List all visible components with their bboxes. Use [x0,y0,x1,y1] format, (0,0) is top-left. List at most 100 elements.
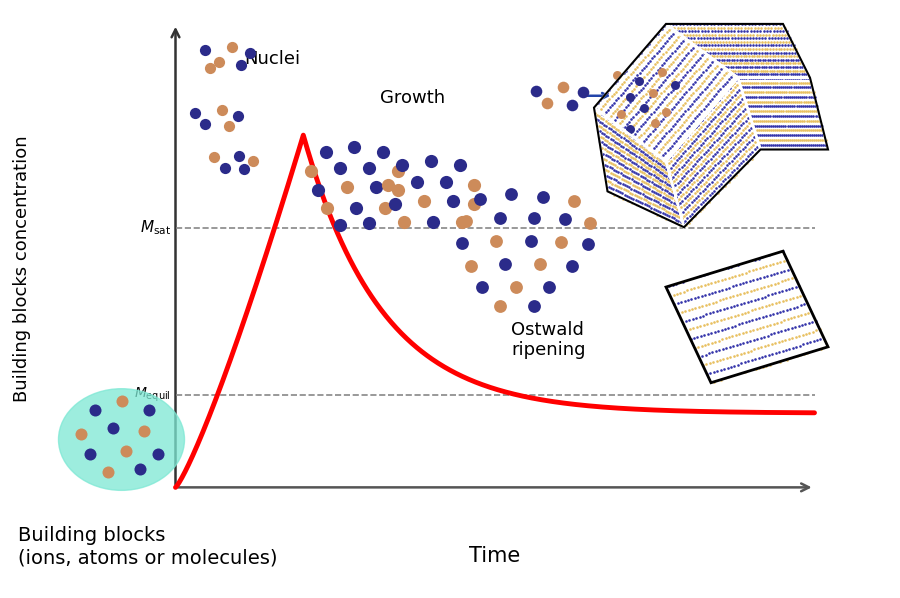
Point [766,69,780,79]
Point [765,97,779,106]
Point [608,137,622,147]
Point [680,144,695,153]
Point [668,46,682,56]
Point [770,66,784,75]
Point [803,130,817,140]
Point [705,288,719,298]
Point [787,135,801,145]
Point [643,149,657,158]
Point [666,93,680,103]
Point [684,33,698,43]
Text: Nuclei: Nuclei [245,50,301,68]
Point [638,157,652,166]
Point [748,19,762,29]
Point [684,157,698,166]
Point [662,42,677,52]
Point [698,177,713,187]
Point [764,135,778,145]
Point [754,73,769,83]
Point [675,207,689,216]
Point [680,104,695,114]
Point [796,290,811,300]
Point [753,273,768,283]
Point [682,57,697,66]
Point [214,105,229,115]
Point [659,47,673,57]
Point [610,172,625,181]
Point [764,140,778,150]
Point [716,116,730,126]
Point [734,51,748,61]
Point [680,124,694,133]
Point [769,44,783,54]
Point [745,111,760,121]
Point [670,190,685,199]
Point [682,200,697,209]
Point [754,23,769,32]
Text: $M_{\rm sat}$: $M_{\rm sat}$ [140,218,171,237]
Point [726,78,741,87]
Point [690,138,705,148]
Point [628,155,643,164]
Point [778,62,793,72]
Point [605,179,619,188]
Point [621,128,635,138]
Point [765,83,779,92]
Point [769,55,783,65]
Point [705,188,719,198]
Point [806,135,821,145]
Point [637,200,652,209]
Point [715,30,729,39]
Point [704,147,718,157]
Point [667,37,681,47]
Point [675,129,689,138]
Point [768,92,782,102]
Point [786,44,800,54]
Point [637,100,652,109]
Point [706,175,721,184]
Point [740,158,754,168]
Point [702,51,716,61]
Point [741,48,755,57]
Point [132,465,147,474]
Point [724,87,738,97]
Point [707,277,722,287]
Point [634,159,649,169]
Point [817,140,832,150]
Point [769,348,783,358]
Point [642,202,656,211]
Point [727,90,742,99]
Point [766,135,780,145]
Point [656,158,670,167]
Point [712,181,726,191]
Point [716,62,731,72]
Point [691,292,706,302]
Point [790,69,805,79]
Point [670,60,685,70]
Point [771,62,786,72]
Point [633,197,647,207]
Point [763,48,778,57]
Point [628,146,643,155]
Point [716,48,731,57]
Point [782,37,796,47]
Point [684,23,698,32]
Point [726,85,741,94]
Point [752,126,766,135]
Point [670,97,685,106]
Point [721,23,735,32]
Point [732,59,746,68]
Point [748,355,762,364]
Point [699,359,714,369]
Point [748,55,762,65]
Point [218,163,232,173]
Point [688,33,702,43]
Point [721,165,735,175]
Point [717,30,732,39]
Point [674,298,688,307]
Point [706,367,721,377]
Text: Building blocks
(ions, atoms or molecules): Building blocks (ions, atoms or molecule… [18,526,277,568]
Point [767,130,781,140]
Point [795,320,809,329]
Point [640,41,654,51]
